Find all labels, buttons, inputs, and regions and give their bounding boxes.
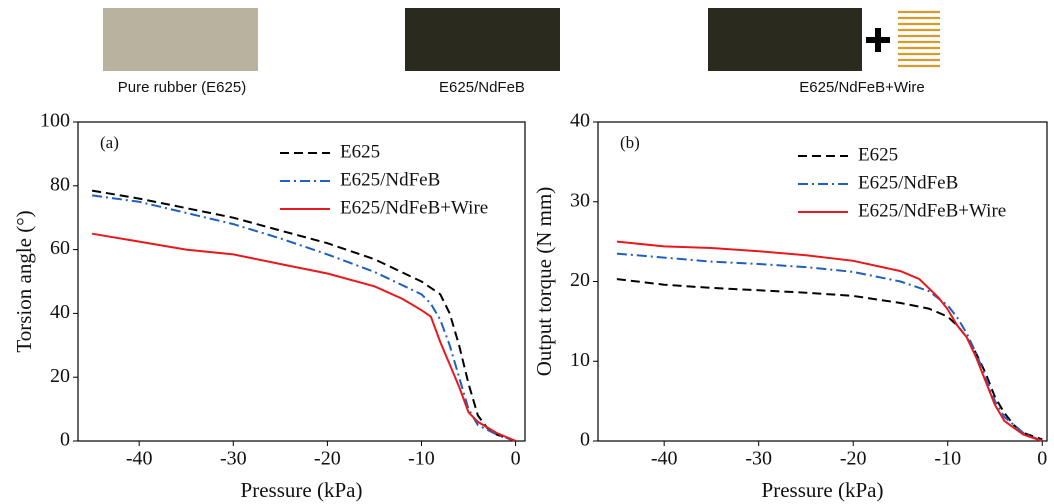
photo-caption: E625/NdFeB+Wire (799, 79, 924, 96)
y-tick-label: 0 (580, 429, 590, 451)
y-tick-label: 10 (570, 349, 590, 371)
legend-label: E625/NdFeB (340, 169, 440, 190)
data-line (616, 278, 1043, 441)
x-tick-label: -40 (126, 448, 153, 470)
legend-label: E625/NdFeB+Wire (858, 200, 1006, 221)
x-tick-label: -40 (651, 448, 678, 470)
sample-photo (103, 8, 258, 71)
plot-frame (597, 121, 1048, 442)
data-line (91, 232, 516, 442)
y-tick-label: 60 (50, 237, 70, 259)
y-tick-label: 0 (60, 429, 70, 451)
x-tick-label: -30 (745, 448, 772, 470)
x-tick-label: 0 (511, 448, 521, 470)
plot-frame (77, 121, 526, 442)
x-tick-label: -20 (314, 448, 341, 470)
y-tick-label: 40 (570, 110, 590, 132)
y-tick-label: 100 (40, 110, 70, 132)
panel-label: (a) (100, 133, 119, 152)
y-axis-label: Output torque (N mm) (532, 187, 556, 377)
sample-photo (708, 8, 862, 71)
x-tick-label: -10 (934, 448, 961, 470)
data-line (616, 240, 1043, 442)
y-tick-label: 80 (50, 173, 70, 195)
photo-caption: Pure rubber (E625) (118, 79, 246, 96)
y-axis-label: Torsion angle (°) (12, 210, 36, 352)
plus-sign (866, 28, 890, 52)
legend-label: E625/NdFeB+Wire (340, 197, 488, 218)
coil-icon (898, 10, 940, 68)
y-tick-label: 40 (50, 301, 70, 323)
legend-label: E625 (340, 141, 380, 162)
x-tick-label: -10 (408, 448, 435, 470)
y-tick-label: 30 (570, 189, 590, 211)
data-line (91, 189, 516, 442)
x-tick-label: 0 (1037, 448, 1047, 470)
legend-label: E625 (858, 144, 898, 165)
x-axis-label: Pressure (kPa) (241, 478, 363, 502)
sample-photo (405, 8, 560, 71)
x-axis-label: Pressure (kPa) (762, 478, 884, 502)
x-tick-label: -20 (840, 448, 867, 470)
x-tick-label: -30 (220, 448, 247, 470)
data-line (616, 252, 1043, 442)
legend-label: E625/NdFeB (858, 172, 958, 193)
photo-caption: E625/NdFeB (439, 79, 525, 96)
panel-label: (b) (620, 133, 640, 152)
y-tick-label: 20 (570, 269, 590, 291)
y-tick-label: 20 (50, 365, 70, 387)
